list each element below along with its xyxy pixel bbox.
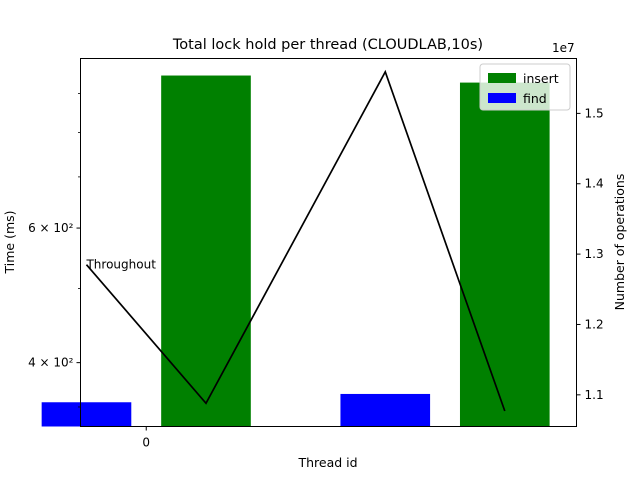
y-tick-label-0: 4 × 10²: [28, 356, 74, 370]
y2-tick-label-3: 1.4: [585, 177, 604, 191]
y-axis-label: Time (ms): [2, 210, 17, 274]
legend-label-insert: insert: [523, 71, 559, 86]
y2-tick-label-0: 1.1: [585, 388, 604, 402]
y2-offset-label: 1e7: [552, 41, 575, 55]
bar-insert-0: [161, 75, 251, 427]
bar-insert-1: [459, 82, 550, 427]
plot-frame: [80, 58, 577, 427]
x-axis-label: Thread id: [297, 455, 357, 470]
throughput-line: [85, 69, 506, 412]
x-axis-ticks: 0: [142, 426, 150, 450]
y2-axis-ticks: 1.1 1.2 1.3 1.4 1.5: [576, 106, 604, 402]
bar-find-0: [41, 402, 132, 427]
chart-title: Total lock hold per thread (CLOUDLAB,10s…: [172, 37, 483, 53]
y-axis-ticks: 4 × 10² 6 × 10²: [28, 93, 81, 408]
throughput-line-layer: [85, 69, 506, 412]
bars-layer: [41, 75, 550, 427]
y2-tick-label-2: 1.3: [585, 247, 604, 261]
x-tick-label-0: 0: [142, 436, 150, 450]
y2-tick-label-4: 1.5: [585, 106, 604, 120]
y2-axis-label: Number of operations: [612, 174, 627, 311]
legend-swatch-find: [488, 93, 516, 103]
legend-label-find: find: [523, 91, 547, 106]
bar-find-1: [340, 393, 431, 427]
y-tick-label-1: 6 × 10²: [28, 221, 74, 235]
legend: insert find: [479, 63, 571, 111]
legend-swatch-insert: [488, 73, 516, 83]
annotation-0: Throughout: [85, 258, 156, 272]
y2-tick-label-1: 1.2: [585, 317, 604, 331]
annotations-layer: Throughout: [85, 258, 156, 272]
